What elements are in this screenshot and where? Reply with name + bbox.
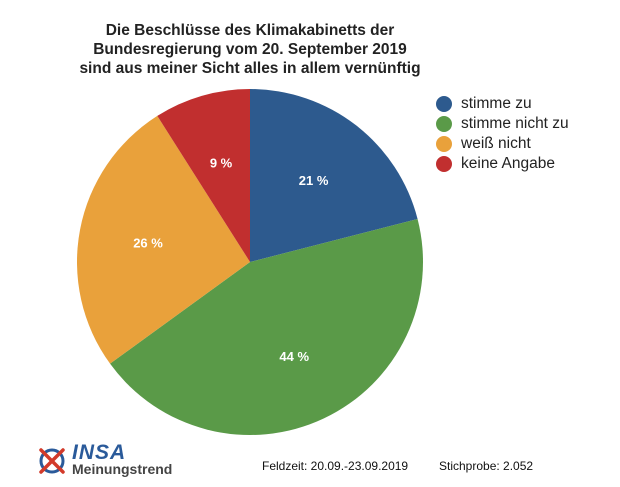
legend-item-stimme-zu: stimme zu [436, 94, 569, 114]
legend-item-keine-angabe: keine Angabe [436, 154, 569, 174]
slice-label-weiss-nicht: 26 % [133, 236, 163, 251]
legend: stimme zu stimme nicht zu weiß nicht kei… [436, 94, 569, 174]
legend-swatch-stimme-zu [436, 96, 452, 112]
pie-slice-stimme-nicht-zu [110, 218, 423, 435]
footer: INSA Meinungstrend Feldzeit: 20.09.-23.0… [0, 441, 620, 480]
legend-label-stimme-zu: stimme zu [461, 95, 532, 112]
feldzeit-text: Feldzeit: 20.09.-23.09.2019 [262, 459, 409, 473]
title-line-2: Bundesregierung vom 20. September 2019 [93, 41, 407, 58]
stichprobe-text: Stichprobe: 2.052 [439, 459, 534, 473]
insa-logo-icon [39, 448, 65, 474]
legend-item-stimme-nicht-zu: stimme nicht zu [436, 114, 569, 134]
legend-label-keine-angabe: keine Angabe [461, 155, 555, 172]
pie-slice-weiss-nicht [76, 115, 250, 364]
pie-slice-stimme-zu [250, 89, 418, 262]
pie-slice-keine-angabe [157, 89, 250, 262]
legend-label-weiss-nicht: weiß nicht [461, 135, 531, 152]
title-line-1: Die Beschlüsse des Klimakabinetts der [105, 22, 395, 39]
slice-label-keine-angabe: 9 % [210, 155, 233, 170]
slice-label-stimme-zu: 21 % [299, 173, 329, 188]
title-line-3: sind aus meiner Sicht alles in allem ver… [79, 60, 421, 77]
insa-brand-sub: Meinungstrend [72, 461, 173, 477]
legend-label-stimme-nicht-zu: stimme nicht zu [461, 115, 569, 132]
legend-swatch-weiss-nicht [436, 136, 452, 152]
insa-logo: INSA Meinungstrend [38, 441, 198, 477]
slice-label-stimme-nicht-zu: 44 % [279, 349, 309, 364]
legend-item-weiss-nicht: weiß nicht [436, 134, 569, 154]
legend-swatch-stimme-nicht-zu [436, 116, 452, 132]
legend-swatch-keine-angabe [436, 156, 452, 172]
chart-title: Die Beschlüsse des Klimakabinetts der Bu… [60, 21, 440, 78]
insa-brand: INSA [72, 441, 127, 464]
